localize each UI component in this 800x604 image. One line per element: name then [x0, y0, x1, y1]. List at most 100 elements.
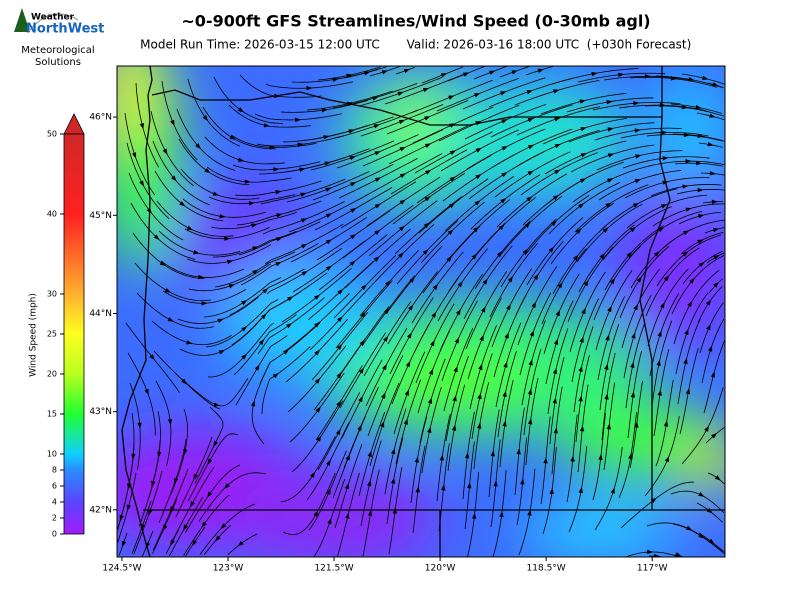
stream-arrow — [449, 176, 456, 182]
stream-arrow — [363, 71, 371, 76]
stream-arrow — [424, 196, 431, 202]
stream-arrow — [167, 317, 174, 322]
stream-arrow — [390, 477, 396, 484]
run-time: Model Run Time: 2026-03-15 12:00 UTC — [140, 38, 380, 52]
stream-arrow — [629, 226, 637, 233]
stream-arrow — [325, 265, 332, 271]
stream-arrow — [550, 220, 557, 227]
stream-arrow — [404, 389, 409, 396]
stream-arrow — [408, 304, 414, 311]
stream-arrow — [706, 323, 711, 331]
stream-arrow — [224, 236, 231, 241]
stream-arrow — [529, 330, 534, 337]
lon-tick-label: 120°W — [425, 564, 456, 574]
colorbar-tick-label: 2 — [52, 514, 57, 523]
stream-arrow — [711, 199, 718, 205]
stream-arrow — [695, 160, 702, 166]
stream-arrow — [372, 96, 379, 101]
stream-arrow — [631, 332, 636, 339]
stream-arrow — [606, 423, 611, 430]
stream-arrow — [326, 459, 331, 466]
stream-arrow — [262, 287, 269, 294]
stream-arrow — [344, 483, 349, 490]
stream-arrow — [527, 418, 533, 425]
stream-arrow — [697, 133, 704, 138]
stream-arrow — [682, 251, 689, 257]
stream-arrow — [471, 253, 478, 260]
stream-arrow — [580, 153, 588, 158]
stream-arrow — [315, 406, 321, 413]
stream-arrow — [575, 228, 582, 235]
logo-caption: Meteorological — [21, 45, 94, 56]
stream-arrow — [399, 199, 406, 205]
stream-arrow — [688, 77, 695, 82]
stream-arrow — [618, 72, 625, 78]
stream-arrow — [451, 424, 457, 431]
colorbar-label: Wind Speed (mph) — [29, 293, 39, 377]
stream-arrow — [237, 107, 245, 113]
stream-arrow — [660, 204, 668, 209]
map-frame — [116, 65, 726, 558]
stream-arrow — [414, 456, 419, 463]
stream-arrow — [662, 156, 669, 161]
stream-arrow — [554, 169, 561, 175]
stream-arrow — [228, 284, 235, 289]
stream-arrow — [713, 255, 720, 260]
stream-arrow — [712, 82, 719, 87]
logo-line1: Weather — [31, 13, 75, 23]
stream-arrow — [252, 269, 259, 275]
stream-arrow — [697, 239, 704, 244]
stream-arrow — [705, 299, 712, 306]
stream-arrow — [602, 227, 609, 233]
stream-arrow — [391, 448, 396, 455]
stream-arrow — [503, 361, 508, 368]
stream-arrow — [554, 117, 561, 122]
stream-arrow — [471, 512, 477, 519]
stream-arrow — [711, 432, 718, 439]
stream-arrow — [464, 452, 470, 459]
stream-arrow — [579, 336, 584, 343]
stream-arrow — [499, 510, 504, 518]
stream-arrow — [579, 99, 586, 104]
stream-arrow — [183, 524, 189, 531]
stream-arrow — [325, 239, 333, 245]
stream-arrow — [218, 349, 225, 355]
stream-arrow — [598, 453, 603, 460]
stream-arrow — [382, 363, 387, 371]
stream-arrow — [276, 213, 283, 218]
stream-arrow — [229, 134, 236, 140]
stream-arrow — [527, 118, 534, 123]
stream-arrow — [427, 397, 433, 404]
title: ~0-900ft GFS Streamlines/Wind Speed (0-3… — [181, 12, 650, 31]
boundaries — [121, 66, 725, 557]
stream-arrow — [498, 224, 505, 230]
stream-arrow — [241, 300, 248, 306]
stream-arrow — [681, 104, 688, 110]
stream-arrow — [325, 213, 333, 218]
stream-arrow — [179, 201, 186, 207]
stream-arrow — [555, 309, 560, 317]
stream-arrow — [579, 178, 587, 183]
stream-arrow — [502, 390, 507, 398]
stream-arrow — [462, 72, 470, 77]
lon-tick-label: 117°W — [637, 564, 668, 574]
colorbar-tick-label: 0 — [52, 530, 57, 539]
lon-tick-label: 118.5°W — [527, 564, 566, 574]
stream-arrow — [526, 196, 533, 202]
stream-arrow — [633, 303, 638, 311]
stream-arrow — [682, 184, 689, 189]
stream-arrow — [207, 491, 213, 498]
stream-arrow — [170, 539, 175, 546]
stream-arrow — [282, 349, 290, 355]
stream-arrow — [398, 119, 406, 125]
stream-arrow — [366, 479, 372, 487]
stream-arrow — [473, 226, 479, 233]
stream-arrow — [306, 86, 313, 91]
colorbar-tick-label: 4 — [52, 498, 57, 507]
stream-arrow — [504, 332, 509, 339]
stream-arrow — [452, 395, 457, 402]
stream-arrow — [604, 393, 609, 400]
stream-arrow — [300, 192, 307, 197]
stream-arrow — [605, 334, 610, 341]
stream-arrow — [335, 428, 341, 436]
